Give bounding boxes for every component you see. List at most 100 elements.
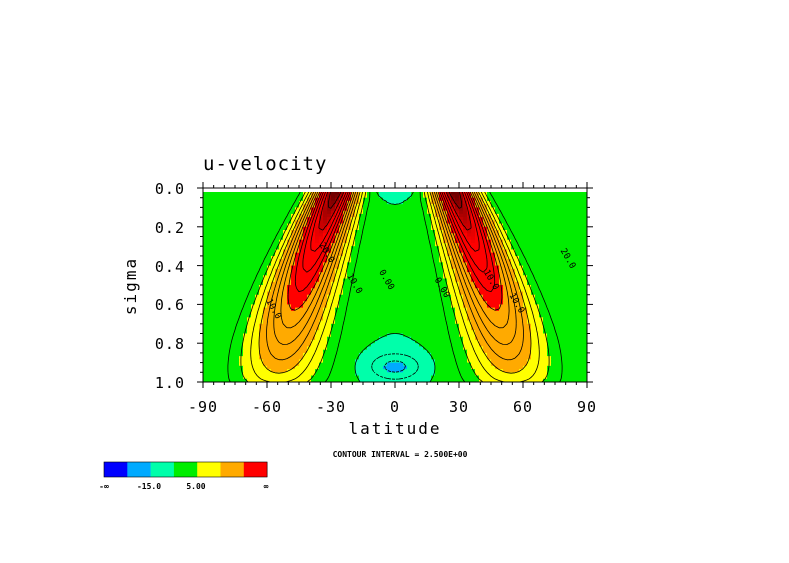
contour-cell — [459, 323, 464, 328]
contour-cell — [427, 317, 432, 322]
contour-cell — [555, 223, 560, 228]
contour-cell — [383, 330, 388, 335]
contour-cell — [563, 194, 568, 199]
contour-cell — [535, 192, 540, 196]
contour-cell — [403, 220, 408, 225]
contour-cell — [311, 220, 316, 225]
contour-cell — [511, 272, 516, 276]
contour-cell — [559, 217, 564, 221]
contour-cell — [403, 288, 408, 293]
contour-cell — [419, 281, 424, 286]
contour-cell — [575, 349, 580, 354]
contour-cell — [255, 220, 260, 225]
contour-cell — [399, 230, 404, 234]
contour-cell — [451, 317, 456, 322]
contour-cell — [307, 339, 312, 344]
contour-cell — [527, 339, 532, 344]
contour-cell — [547, 192, 552, 196]
contour-cell — [307, 275, 312, 280]
contour-cell — [423, 281, 428, 286]
contour-cell — [443, 294, 448, 299]
contour-cell — [583, 297, 587, 302]
contour-cell — [243, 314, 248, 318]
contour-cell — [395, 317, 400, 322]
contour-cell — [547, 252, 552, 257]
contour-cell — [271, 336, 276, 341]
contour-cell — [383, 188, 388, 192]
contour-cell — [235, 294, 240, 299]
contour-cell — [495, 220, 500, 225]
contour-cell — [467, 352, 472, 357]
contour-cell — [247, 278, 252, 283]
contour-cell — [383, 314, 388, 318]
contour-cell — [439, 223, 444, 228]
contour-cell — [451, 275, 456, 280]
contour-cell — [543, 230, 548, 234]
contour-cell — [227, 317, 232, 322]
contour-cell — [487, 349, 492, 354]
contour-cell — [487, 210, 492, 215]
contour-cell — [295, 223, 300, 228]
contour-cell — [275, 200, 280, 205]
contour-cell — [415, 197, 420, 202]
contour-cell — [295, 343, 300, 348]
contour-cell — [555, 297, 560, 302]
contour-cell — [579, 233, 584, 238]
contour-cell — [343, 200, 348, 205]
contour-cell — [251, 343, 256, 348]
contour-cell — [271, 252, 276, 257]
contour-cell — [303, 339, 308, 344]
contour-cell — [515, 246, 520, 251]
contour-cell — [251, 314, 256, 318]
contour-cell — [555, 288, 560, 293]
contour-cell — [579, 327, 584, 331]
contour-cell — [467, 330, 472, 335]
contour-cell — [331, 188, 336, 192]
contour-cell — [471, 323, 476, 328]
contour-cell — [203, 346, 208, 351]
contour-cell — [275, 330, 280, 335]
contour-cell — [239, 330, 244, 335]
contour-cell — [211, 346, 216, 351]
contour-cell — [243, 236, 248, 241]
contour-cell — [383, 339, 388, 344]
contour-cell — [439, 314, 444, 318]
contour-cell — [507, 285, 512, 289]
contour-cell — [239, 291, 244, 296]
contour-cell — [259, 242, 264, 247]
contour-cell — [371, 314, 376, 318]
contour-cell — [523, 249, 528, 254]
contour-cell — [287, 310, 292, 315]
contour-cell — [355, 301, 360, 305]
contour-cell — [227, 188, 232, 192]
contour-cell — [211, 320, 216, 325]
contour-cell — [507, 288, 512, 293]
contour-cell — [259, 265, 264, 270]
contour-cell — [415, 265, 420, 270]
contour-cell — [483, 255, 488, 260]
contour-cell — [207, 314, 212, 318]
contour-cell — [435, 252, 440, 257]
contour-cell — [295, 265, 300, 270]
contour-cell — [435, 310, 440, 315]
contour-cell — [283, 262, 288, 267]
contour-cell — [271, 207, 276, 212]
contour-cell — [231, 323, 236, 328]
contour-cell — [575, 200, 580, 205]
contour-cell — [331, 230, 336, 234]
contour-cell — [375, 204, 380, 208]
contour-cell — [491, 323, 496, 328]
contour-cell — [443, 226, 448, 231]
contour-cell — [239, 249, 244, 254]
contour-cell — [407, 223, 412, 228]
contour-cell — [579, 226, 584, 231]
contour-cell — [567, 204, 572, 208]
contour-cell — [319, 314, 324, 318]
contour-cell — [479, 197, 484, 202]
contour-cell — [271, 192, 276, 196]
contour-cell — [247, 213, 252, 218]
contour-cell — [495, 323, 500, 328]
contour-cell — [351, 230, 356, 234]
contour-cell — [323, 285, 328, 289]
contour-cell — [399, 226, 404, 231]
